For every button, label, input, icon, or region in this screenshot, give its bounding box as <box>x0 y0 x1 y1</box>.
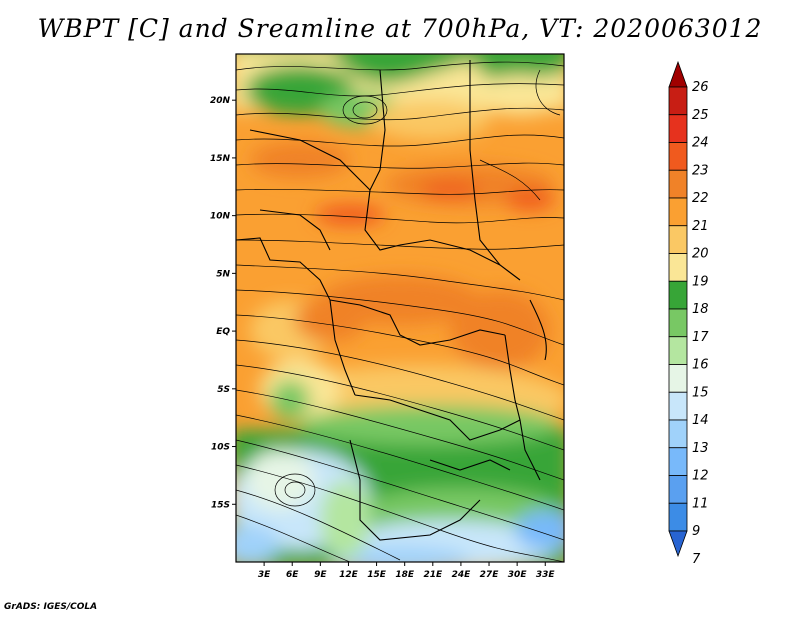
lon-tick-label: 27E <box>480 570 500 580</box>
map-title: WBPT [C] and Sreamline at 700hPa, VT: 20… <box>37 14 763 43</box>
colorbar-label: 19 <box>692 274 709 289</box>
latitude-axis: 20N 15N 10N 5N EQ 5S 10S 15S <box>210 96 236 510</box>
colorbar-swatch <box>668 391 688 421</box>
lon-tick-label: 6E <box>286 570 299 580</box>
colorbar-label: 20 <box>692 247 709 262</box>
lon-tick-label: 9E <box>314 570 327 580</box>
colorbar-label: 22 <box>692 191 709 206</box>
colorbar-label: 14 <box>692 413 709 428</box>
colorbar-swatch <box>668 169 688 199</box>
lon-tick-label: 24E <box>452 570 472 580</box>
colorbar-label: 12 <box>692 469 709 484</box>
lon-tick-label: 15E <box>367 570 387 580</box>
colorbar-swatch <box>668 197 688 227</box>
colorbar-swatch <box>668 308 688 338</box>
colorbar-swatch <box>668 225 688 254</box>
grads-credit: GrADS: IGES/COLA <box>4 602 98 612</box>
colorbar-label: 7 <box>692 552 701 567</box>
country-boundaries <box>236 60 547 541</box>
lat-tick-label: 20N <box>210 96 231 106</box>
colorbar-label: 23 <box>692 163 709 178</box>
colorbar-top-arrow <box>668 60 688 88</box>
colorbar-swatch <box>668 364 688 393</box>
colorbar-label: 16 <box>692 358 709 373</box>
colorbar-swatch <box>668 142 688 171</box>
lon-tick-label: 33E <box>536 570 556 580</box>
lon-tick-label: 18E <box>395 570 415 580</box>
lat-tick-label: 10N <box>210 212 231 222</box>
lon-tick-label: 30E <box>508 570 528 580</box>
lat-tick-label: 10S <box>211 443 230 453</box>
colorbar-label: 26 <box>692 80 709 95</box>
colorbar-label: 21 <box>692 219 709 234</box>
colorbar-label: 15 <box>692 385 709 400</box>
colorbar-label: 25 <box>692 108 709 123</box>
colorbar-label: 11 <box>692 496 709 511</box>
colorbar-legend: 26 25 24 23 22 21 20 19 18 17 16 15 14 13 12 11 9 7 <box>668 60 709 567</box>
colorbar-swatch <box>668 86 688 116</box>
colorbar-swatch <box>668 447 688 476</box>
colorbar-label: 18 <box>692 302 709 317</box>
colorbar-swatch <box>668 280 688 310</box>
colorbar-label: 24 <box>692 136 709 151</box>
map-frame <box>235 53 565 563</box>
colorbar-label: 13 <box>692 441 709 456</box>
streamlines <box>236 61 564 562</box>
lon-tick-label: 21E <box>423 570 443 580</box>
colorbar-swatch <box>668 419 688 449</box>
lat-tick-label: EQ <box>216 327 230 337</box>
wbpt-shaded-field <box>236 54 564 562</box>
colorbar-label: 17 <box>692 330 709 345</box>
lat-tick-label: 5N <box>216 269 230 279</box>
lon-tick-label: 3E <box>258 570 271 580</box>
colorbar-swatch <box>668 475 688 504</box>
colorbar-swatch <box>668 253 688 282</box>
colorbar-bottom-arrow <box>668 530 688 558</box>
colorbar-label: 9 <box>692 524 700 539</box>
lon-tick-label: 12E <box>339 570 359 580</box>
longitude-axis: 3E 6E 9E 12E 15E 18E 21E 24E 27E 30E 33E <box>258 562 556 580</box>
lat-tick-label: 5S <box>217 385 230 395</box>
colorbar-swatch <box>668 114 688 143</box>
colorbar-swatch <box>668 502 688 532</box>
lat-tick-label: 15N <box>210 154 231 164</box>
lat-tick-label: 15S <box>211 500 230 510</box>
colorbar-swatch <box>668 336 688 365</box>
